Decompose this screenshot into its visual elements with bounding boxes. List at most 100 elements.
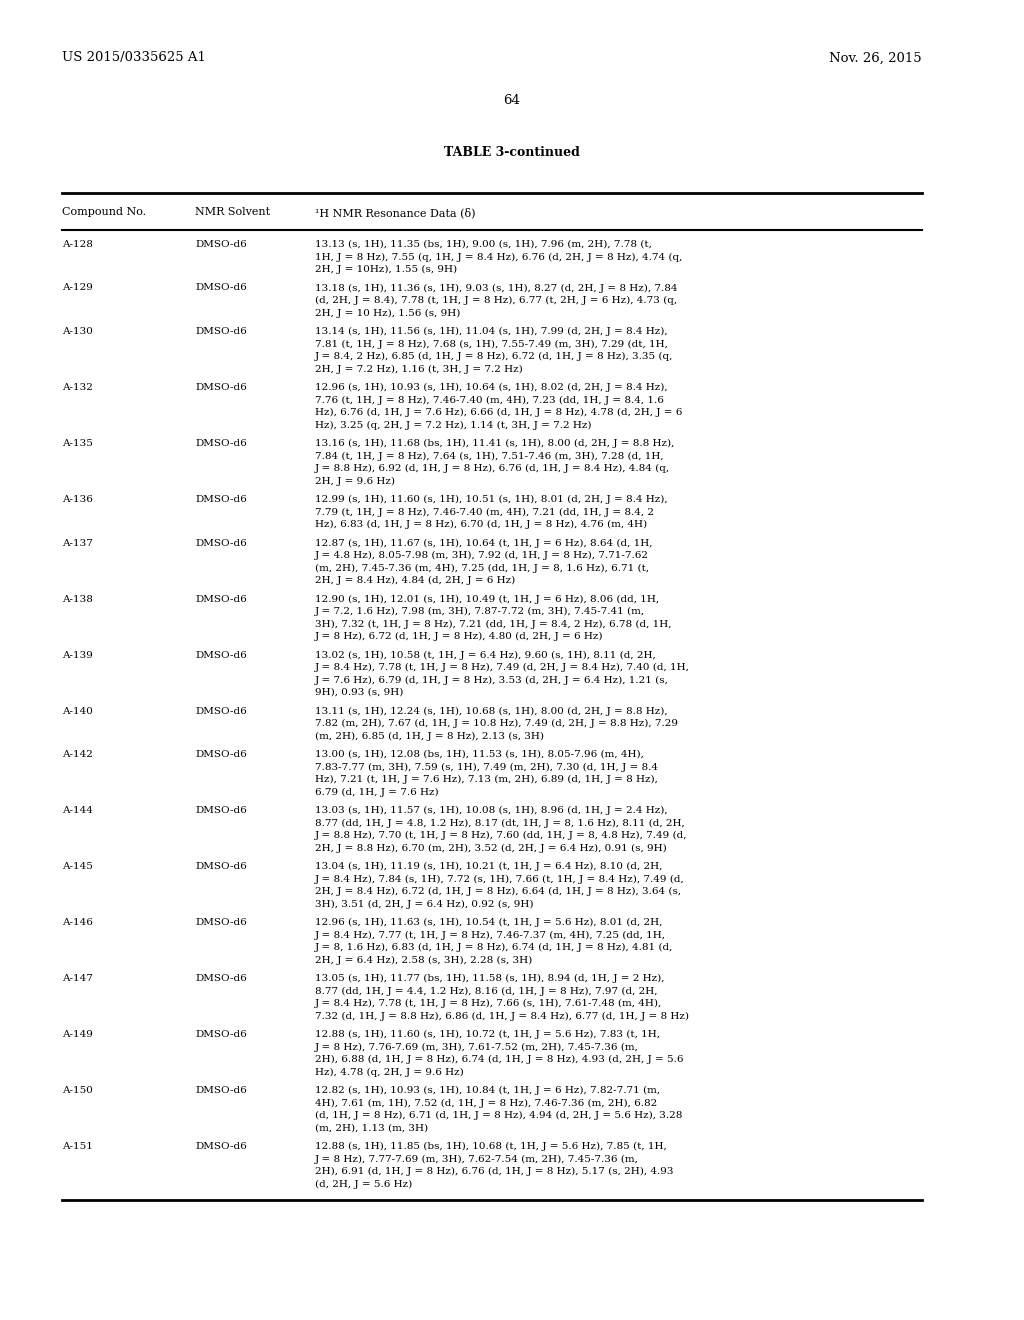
Text: 2H, J = 6.4 Hz), 2.58 (s, 3H), 2.28 (s, 3H): 2H, J = 6.4 Hz), 2.58 (s, 3H), 2.28 (s, … (315, 956, 532, 965)
Text: 7.79 (t, 1H, J = 8 Hz), 7.46-7.40 (m, 4H), 7.21 (dd, 1H, J = 8.4, 2: 7.79 (t, 1H, J = 8 Hz), 7.46-7.40 (m, 4H… (315, 507, 654, 516)
Text: Compound No.: Compound No. (62, 207, 146, 216)
Text: DMSO-d6: DMSO-d6 (195, 750, 247, 759)
Text: J = 8 Hz), 7.76-7.69 (m, 3H), 7.61-7.52 (m, 2H), 7.45-7.36 (m,: J = 8 Hz), 7.76-7.69 (m, 3H), 7.61-7.52 … (315, 1043, 639, 1052)
Text: J = 8 Hz), 6.72 (d, 1H, J = 8 Hz), 4.80 (d, 2H, J = 6 Hz): J = 8 Hz), 6.72 (d, 1H, J = 8 Hz), 4.80 … (315, 632, 603, 642)
Text: 4H), 7.61 (m, 1H), 7.52 (d, 1H, J = 8 Hz), 7.46-7.36 (m, 2H), 6.82: 4H), 7.61 (m, 1H), 7.52 (d, 1H, J = 8 Hz… (315, 1098, 657, 1107)
Text: J = 8.4 Hz), 7.77 (t, 1H, J = 8 Hz), 7.46-7.37 (m, 4H), 7.25 (dd, 1H,: J = 8.4 Hz), 7.77 (t, 1H, J = 8 Hz), 7.4… (315, 931, 666, 940)
Text: A-145: A-145 (62, 862, 93, 871)
Text: J = 8.4, 2 Hz), 6.85 (d, 1H, J = 8 Hz), 6.72 (d, 1H, J = 8 Hz), 3.35 (q,: J = 8.4, 2 Hz), 6.85 (d, 1H, J = 8 Hz), … (315, 352, 674, 362)
Text: Hz), 3.25 (q, 2H, J = 7.2 Hz), 1.14 (t, 3H, J = 7.2 Hz): Hz), 3.25 (q, 2H, J = 7.2 Hz), 1.14 (t, … (315, 421, 592, 429)
Text: DMSO-d6: DMSO-d6 (195, 862, 247, 871)
Text: 2H, J = 7.2 Hz), 1.16 (t, 3H, J = 7.2 Hz): 2H, J = 7.2 Hz), 1.16 (t, 3H, J = 7.2 Hz… (315, 364, 522, 374)
Text: Hz), 4.78 (q, 2H, J = 9.6 Hz): Hz), 4.78 (q, 2H, J = 9.6 Hz) (315, 1068, 464, 1077)
Text: 12.88 (s, 1H), 11.85 (bs, 1H), 10.68 (t, 1H, J = 5.6 Hz), 7.85 (t, 1H,: 12.88 (s, 1H), 11.85 (bs, 1H), 10.68 (t,… (315, 1142, 667, 1151)
Text: 13.11 (s, 1H), 12.24 (s, 1H), 10.68 (s, 1H), 8.00 (d, 2H, J = 8.8 Hz),: 13.11 (s, 1H), 12.24 (s, 1H), 10.68 (s, … (315, 706, 668, 715)
Text: DMSO-d6: DMSO-d6 (195, 807, 247, 814)
Text: J = 8.4 Hz), 7.78 (t, 1H, J = 8 Hz), 7.49 (d, 2H, J = 8.4 Hz), 7.40 (d, 1H,: J = 8.4 Hz), 7.78 (t, 1H, J = 8 Hz), 7.4… (315, 663, 690, 672)
Text: DMSO-d6: DMSO-d6 (195, 974, 247, 983)
Text: 7.76 (t, 1H, J = 8 Hz), 7.46-7.40 (m, 4H), 7.23 (dd, 1H, J = 8.4, 1.6: 7.76 (t, 1H, J = 8 Hz), 7.46-7.40 (m, 4H… (315, 396, 664, 405)
Text: 12.96 (s, 1H), 10.93 (s, 1H), 10.64 (s, 1H), 8.02 (d, 2H, J = 8.4 Hz),: 12.96 (s, 1H), 10.93 (s, 1H), 10.64 (s, … (315, 383, 668, 392)
Text: Nov. 26, 2015: Nov. 26, 2015 (829, 51, 922, 65)
Text: 13.02 (s, 1H), 10.58 (t, 1H, J = 6.4 Hz), 9.60 (s, 1H), 8.11 (d, 2H,: 13.02 (s, 1H), 10.58 (t, 1H, J = 6.4 Hz)… (315, 651, 655, 660)
Text: 13.13 (s, 1H), 11.35 (bs, 1H), 9.00 (s, 1H), 7.96 (m, 2H), 7.78 (t,: 13.13 (s, 1H), 11.35 (bs, 1H), 9.00 (s, … (315, 240, 652, 249)
Text: A-139: A-139 (62, 651, 93, 660)
Text: 13.14 (s, 1H), 11.56 (s, 1H), 11.04 (s, 1H), 7.99 (d, 2H, J = 8.4 Hz),: 13.14 (s, 1H), 11.56 (s, 1H), 11.04 (s, … (315, 327, 668, 337)
Text: 12.90 (s, 1H), 12.01 (s, 1H), 10.49 (t, 1H, J = 6 Hz), 8.06 (dd, 1H,: 12.90 (s, 1H), 12.01 (s, 1H), 10.49 (t, … (315, 594, 659, 603)
Text: 13.05 (s, 1H), 11.77 (bs, 1H), 11.58 (s, 1H), 8.94 (d, 1H, J = 2 Hz),: 13.05 (s, 1H), 11.77 (bs, 1H), 11.58 (s,… (315, 974, 665, 983)
Text: TABLE 3-continued: TABLE 3-continued (444, 145, 580, 158)
Text: 12.96 (s, 1H), 11.63 (s, 1H), 10.54 (t, 1H, J = 5.6 Hz), 8.01 (d, 2H,: 12.96 (s, 1H), 11.63 (s, 1H), 10.54 (t, … (315, 917, 663, 927)
Text: DMSO-d6: DMSO-d6 (195, 1142, 247, 1151)
Text: (d, 2H, J = 8.4), 7.78 (t, 1H, J = 8 Hz), 6.77 (t, 2H, J = 6 Hz), 4.73 (q,: (d, 2H, J = 8.4), 7.78 (t, 1H, J = 8 Hz)… (315, 296, 677, 305)
Text: (m, 2H), 7.45-7.36 (m, 4H), 7.25 (dd, 1H, J = 8, 1.6 Hz), 6.71 (t,: (m, 2H), 7.45-7.36 (m, 4H), 7.25 (dd, 1H… (315, 564, 649, 573)
Text: J = 8.4 Hz), 7.84 (s, 1H), 7.72 (s, 1H), 7.66 (t, 1H, J = 8.4 Hz), 7.49 (d,: J = 8.4 Hz), 7.84 (s, 1H), 7.72 (s, 1H),… (315, 874, 685, 883)
Text: 7.32 (d, 1H, J = 8.8 Hz), 6.86 (d, 1H, J = 8.4 Hz), 6.77 (d, 1H, J = 8 Hz): 7.32 (d, 1H, J = 8.8 Hz), 6.86 (d, 1H, J… (315, 1011, 689, 1020)
Text: 7.84 (t, 1H, J = 8 Hz), 7.64 (s, 1H), 7.51-7.46 (m, 3H), 7.28 (d, 1H,: 7.84 (t, 1H, J = 8 Hz), 7.64 (s, 1H), 7.… (315, 451, 664, 461)
Text: 12.88 (s, 1H), 11.60 (s, 1H), 10.72 (t, 1H, J = 5.6 Hz), 7.83 (t, 1H,: 12.88 (s, 1H), 11.60 (s, 1H), 10.72 (t, … (315, 1030, 660, 1039)
Text: 3H), 3.51 (d, 2H, J = 6.4 Hz), 0.92 (s, 9H): 3H), 3.51 (d, 2H, J = 6.4 Hz), 0.92 (s, … (315, 899, 534, 908)
Text: A-135: A-135 (62, 440, 93, 447)
Text: 2H), 6.88 (d, 1H, J = 8 Hz), 6.74 (d, 1H, J = 8 Hz), 4.93 (d, 2H, J = 5.6: 2H), 6.88 (d, 1H, J = 8 Hz), 6.74 (d, 1H… (315, 1055, 683, 1064)
Text: DMSO-d6: DMSO-d6 (195, 284, 247, 293)
Text: DMSO-d6: DMSO-d6 (195, 327, 247, 337)
Text: DMSO-d6: DMSO-d6 (195, 539, 247, 548)
Text: 13.00 (s, 1H), 12.08 (bs, 1H), 11.53 (s, 1H), 8.05-7.96 (m, 4H),: 13.00 (s, 1H), 12.08 (bs, 1H), 11.53 (s,… (315, 750, 644, 759)
Text: 6.79 (d, 1H, J = 7.6 Hz): 6.79 (d, 1H, J = 7.6 Hz) (315, 788, 438, 797)
Text: J = 7.2, 1.6 Hz), 7.98 (m, 3H), 7.87-7.72 (m, 3H), 7.45-7.41 (m,: J = 7.2, 1.6 Hz), 7.98 (m, 3H), 7.87-7.7… (315, 607, 645, 616)
Text: A-151: A-151 (62, 1142, 93, 1151)
Text: 7.83-7.77 (m, 3H), 7.59 (s, 1H), 7.49 (m, 2H), 7.30 (d, 1H, J = 8.4: 7.83-7.77 (m, 3H), 7.59 (s, 1H), 7.49 (m… (315, 763, 658, 772)
Text: (m, 2H), 1.13 (m, 3H): (m, 2H), 1.13 (m, 3H) (315, 1123, 428, 1133)
Text: (d, 1H, J = 8 Hz), 6.71 (d, 1H, J = 8 Hz), 4.94 (d, 2H, J = 5.6 Hz), 3.28: (d, 1H, J = 8 Hz), 6.71 (d, 1H, J = 8 Hz… (315, 1111, 682, 1121)
Text: ¹H NMR Resonance Data (δ): ¹H NMR Resonance Data (δ) (315, 207, 475, 218)
Text: J = 8 Hz), 7.77-7.69 (m, 3H), 7.62-7.54 (m, 2H), 7.45-7.36 (m,: J = 8 Hz), 7.77-7.69 (m, 3H), 7.62-7.54 … (315, 1155, 639, 1164)
Text: 8.77 (dd, 1H, J = 4.8, 1.2 Hz), 8.17 (dt, 1H, J = 8, 1.6 Hz), 8.11 (d, 2H,: 8.77 (dd, 1H, J = 4.8, 1.2 Hz), 8.17 (dt… (315, 818, 685, 828)
Text: (d, 2H, J = 5.6 Hz): (d, 2H, J = 5.6 Hz) (315, 1180, 413, 1188)
Text: A-140: A-140 (62, 706, 93, 715)
Text: 13.04 (s, 1H), 11.19 (s, 1H), 10.21 (t, 1H, J = 6.4 Hz), 8.10 (d, 2H,: 13.04 (s, 1H), 11.19 (s, 1H), 10.21 (t, … (315, 862, 663, 871)
Text: A-136: A-136 (62, 495, 93, 504)
Text: 2H, J = 10 Hz), 1.56 (s, 9H): 2H, J = 10 Hz), 1.56 (s, 9H) (315, 309, 461, 318)
Text: A-150: A-150 (62, 1086, 93, 1096)
Text: 12.99 (s, 1H), 11.60 (s, 1H), 10.51 (s, 1H), 8.01 (d, 2H, J = 8.4 Hz),: 12.99 (s, 1H), 11.60 (s, 1H), 10.51 (s, … (315, 495, 668, 504)
Text: 13.18 (s, 1H), 11.36 (s, 1H), 9.03 (s, 1H), 8.27 (d, 2H, J = 8 Hz), 7.84: 13.18 (s, 1H), 11.36 (s, 1H), 9.03 (s, 1… (315, 284, 678, 293)
Text: J = 7.6 Hz), 6.79 (d, 1H, J = 8 Hz), 3.53 (d, 2H, J = 6.4 Hz), 1.21 (s,: J = 7.6 Hz), 6.79 (d, 1H, J = 8 Hz), 3.5… (315, 676, 669, 685)
Text: 2H, J = 9.6 Hz): 2H, J = 9.6 Hz) (315, 477, 395, 486)
Text: 3H), 7.32 (t, 1H, J = 8 Hz), 7.21 (dd, 1H, J = 8.4, 2 Hz), 6.78 (d, 1H,: 3H), 7.32 (t, 1H, J = 8 Hz), 7.21 (dd, 1… (315, 619, 672, 628)
Text: Hz), 6.76 (d, 1H, J = 7.6 Hz), 6.66 (d, 1H, J = 8 Hz), 4.78 (d, 2H, J = 6: Hz), 6.76 (d, 1H, J = 7.6 Hz), 6.66 (d, … (315, 408, 682, 417)
Text: DMSO-d6: DMSO-d6 (195, 706, 247, 715)
Text: DMSO-d6: DMSO-d6 (195, 240, 247, 249)
Text: A-146: A-146 (62, 917, 93, 927)
Text: A-128: A-128 (62, 240, 93, 249)
Text: A-137: A-137 (62, 539, 93, 548)
Text: DMSO-d6: DMSO-d6 (195, 1030, 247, 1039)
Text: 13.16 (s, 1H), 11.68 (bs, 1H), 11.41 (s, 1H), 8.00 (d, 2H, J = 8.8 Hz),: 13.16 (s, 1H), 11.68 (bs, 1H), 11.41 (s,… (315, 440, 675, 447)
Text: DMSO-d6: DMSO-d6 (195, 594, 247, 603)
Text: 9H), 0.93 (s, 9H): 9H), 0.93 (s, 9H) (315, 688, 403, 697)
Text: A-142: A-142 (62, 750, 93, 759)
Text: 8.77 (dd, 1H, J = 4.4, 1.2 Hz), 8.16 (d, 1H, J = 8 Hz), 7.97 (d, 2H,: 8.77 (dd, 1H, J = 4.4, 1.2 Hz), 8.16 (d,… (315, 986, 657, 995)
Text: DMSO-d6: DMSO-d6 (195, 651, 247, 660)
Text: DMSO-d6: DMSO-d6 (195, 440, 247, 447)
Text: DMSO-d6: DMSO-d6 (195, 495, 247, 504)
Text: 2H, J = 8.4 Hz), 6.72 (d, 1H, J = 8 Hz), 6.64 (d, 1H, J = 8 Hz), 3.64 (s,: 2H, J = 8.4 Hz), 6.72 (d, 1H, J = 8 Hz),… (315, 887, 681, 896)
Text: A-147: A-147 (62, 974, 93, 983)
Text: J = 8.8 Hz), 7.70 (t, 1H, J = 8 Hz), 7.60 (dd, 1H, J = 8, 4.8 Hz), 7.49 (d,: J = 8.8 Hz), 7.70 (t, 1H, J = 8 Hz), 7.6… (315, 832, 687, 840)
Text: J = 8.8 Hz), 6.92 (d, 1H, J = 8 Hz), 6.76 (d, 1H, J = 8.4 Hz), 4.84 (q,: J = 8.8 Hz), 6.92 (d, 1H, J = 8 Hz), 6.7… (315, 465, 670, 473)
Text: A-144: A-144 (62, 807, 93, 814)
Text: J = 8.4 Hz), 7.78 (t, 1H, J = 8 Hz), 7.66 (s, 1H), 7.61-7.48 (m, 4H),: J = 8.4 Hz), 7.78 (t, 1H, J = 8 Hz), 7.6… (315, 999, 663, 1008)
Text: 2H, J = 10Hz), 1.55 (s, 9H): 2H, J = 10Hz), 1.55 (s, 9H) (315, 265, 457, 275)
Text: J = 8, 1.6 Hz), 6.83 (d, 1H, J = 8 Hz), 6.74 (d, 1H, J = 8 Hz), 4.81 (d,: J = 8, 1.6 Hz), 6.83 (d, 1H, J = 8 Hz), … (315, 942, 674, 952)
Text: 7.81 (t, 1H, J = 8 Hz), 7.68 (s, 1H), 7.55-7.49 (m, 3H), 7.29 (dt, 1H,: 7.81 (t, 1H, J = 8 Hz), 7.68 (s, 1H), 7.… (315, 339, 668, 348)
Text: US 2015/0335625 A1: US 2015/0335625 A1 (62, 51, 206, 65)
Text: DMSO-d6: DMSO-d6 (195, 1086, 247, 1096)
Text: A-149: A-149 (62, 1030, 93, 1039)
Text: 2H, J = 8.4 Hz), 4.84 (d, 2H, J = 6 Hz): 2H, J = 8.4 Hz), 4.84 (d, 2H, J = 6 Hz) (315, 576, 515, 585)
Text: 2H, J = 8.8 Hz), 6.70 (m, 2H), 3.52 (d, 2H, J = 6.4 Hz), 0.91 (s, 9H): 2H, J = 8.8 Hz), 6.70 (m, 2H), 3.52 (d, … (315, 843, 667, 853)
Text: A-138: A-138 (62, 594, 93, 603)
Text: 12.87 (s, 1H), 11.67 (s, 1H), 10.64 (t, 1H, J = 6 Hz), 8.64 (d, 1H,: 12.87 (s, 1H), 11.67 (s, 1H), 10.64 (t, … (315, 539, 652, 548)
Text: 13.03 (s, 1H), 11.57 (s, 1H), 10.08 (s, 1H), 8.96 (d, 1H, J = 2.4 Hz),: 13.03 (s, 1H), 11.57 (s, 1H), 10.08 (s, … (315, 807, 668, 816)
Text: 12.82 (s, 1H), 10.93 (s, 1H), 10.84 (t, 1H, J = 6 Hz), 7.82-7.71 (m,: 12.82 (s, 1H), 10.93 (s, 1H), 10.84 (t, … (315, 1086, 660, 1096)
Text: Hz), 6.83 (d, 1H, J = 8 Hz), 6.70 (d, 1H, J = 8 Hz), 4.76 (m, 4H): Hz), 6.83 (d, 1H, J = 8 Hz), 6.70 (d, 1H… (315, 520, 647, 529)
Text: 64: 64 (504, 94, 520, 107)
Text: DMSO-d6: DMSO-d6 (195, 917, 247, 927)
